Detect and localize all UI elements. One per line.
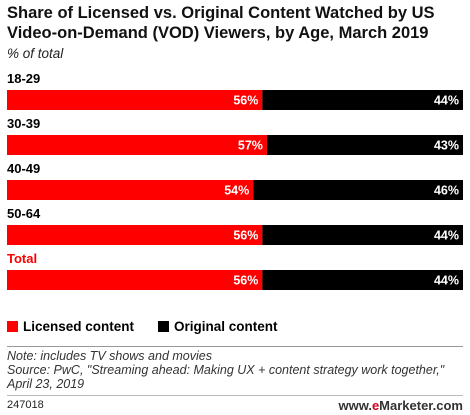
legend-label-original: Original content bbox=[174, 318, 278, 334]
chart-footnote: Note: includes TV shows and movies Sourc… bbox=[7, 349, 463, 391]
bar-licensed bbox=[7, 270, 263, 290]
value-label-licensed: 56% bbox=[233, 274, 258, 288]
legend-item-licensed: Licensed content bbox=[7, 319, 134, 334]
brand-suffix: Marketer.com bbox=[379, 398, 463, 413]
bar-original bbox=[262, 225, 463, 245]
stacked-bar-chart: 18-29 56% 44% 30-39 57% 43% 40-49 54% 46% 50-64 56… bbox=[7, 71, 463, 290]
chart-legend: Licensed content Original content bbox=[7, 316, 302, 336]
value-label-original: 44% bbox=[434, 274, 459, 288]
brand-logo: www.eMarketer.com bbox=[338, 398, 463, 413]
value-label-original: 43% bbox=[434, 139, 459, 153]
brand-mark: e bbox=[371, 398, 380, 413]
bar-licensed bbox=[7, 225, 263, 245]
chart-title: Share of Licensed vs. Original Content W… bbox=[7, 4, 435, 42]
legend-item-original: Original content bbox=[158, 319, 278, 334]
bar-original bbox=[262, 270, 463, 290]
category-label: 18-29 bbox=[7, 71, 40, 86]
bar-licensed bbox=[7, 135, 267, 155]
bar-licensed bbox=[7, 180, 254, 200]
bar-original bbox=[266, 135, 463, 155]
value-label-licensed: 56% bbox=[233, 229, 258, 243]
category-label: 40-49 bbox=[7, 161, 40, 176]
chart-id: 247018 bbox=[7, 399, 44, 411]
legend-swatch-original bbox=[158, 320, 170, 332]
category-label: 30-39 bbox=[7, 116, 40, 131]
note-text: Note: includes TV shows and movies bbox=[7, 349, 212, 363]
value-label-original: 44% bbox=[434, 94, 459, 108]
footer-divider-bottom bbox=[7, 395, 463, 396]
bar-original bbox=[262, 90, 463, 110]
bar-original bbox=[253, 180, 463, 200]
legend-swatch-licensed bbox=[7, 320, 18, 332]
value-label-licensed: 54% bbox=[224, 184, 249, 198]
bar-licensed bbox=[7, 90, 263, 110]
category-label: 50-64 bbox=[7, 206, 41, 221]
chart-subtitle: % of total bbox=[7, 46, 64, 61]
footer-divider bbox=[7, 346, 463, 347]
value-label-original: 46% bbox=[434, 184, 459, 198]
category-label: Total bbox=[7, 251, 37, 266]
value-label-licensed: 57% bbox=[238, 139, 263, 153]
value-label-licensed: 56% bbox=[233, 94, 258, 108]
brand-prefix: www. bbox=[338, 398, 372, 413]
value-label-original: 44% bbox=[434, 229, 459, 243]
source-text: Source: PwC, "Streaming ahead: Making UX… bbox=[7, 363, 445, 391]
legend-label-licensed: Licensed content bbox=[23, 318, 135, 334]
